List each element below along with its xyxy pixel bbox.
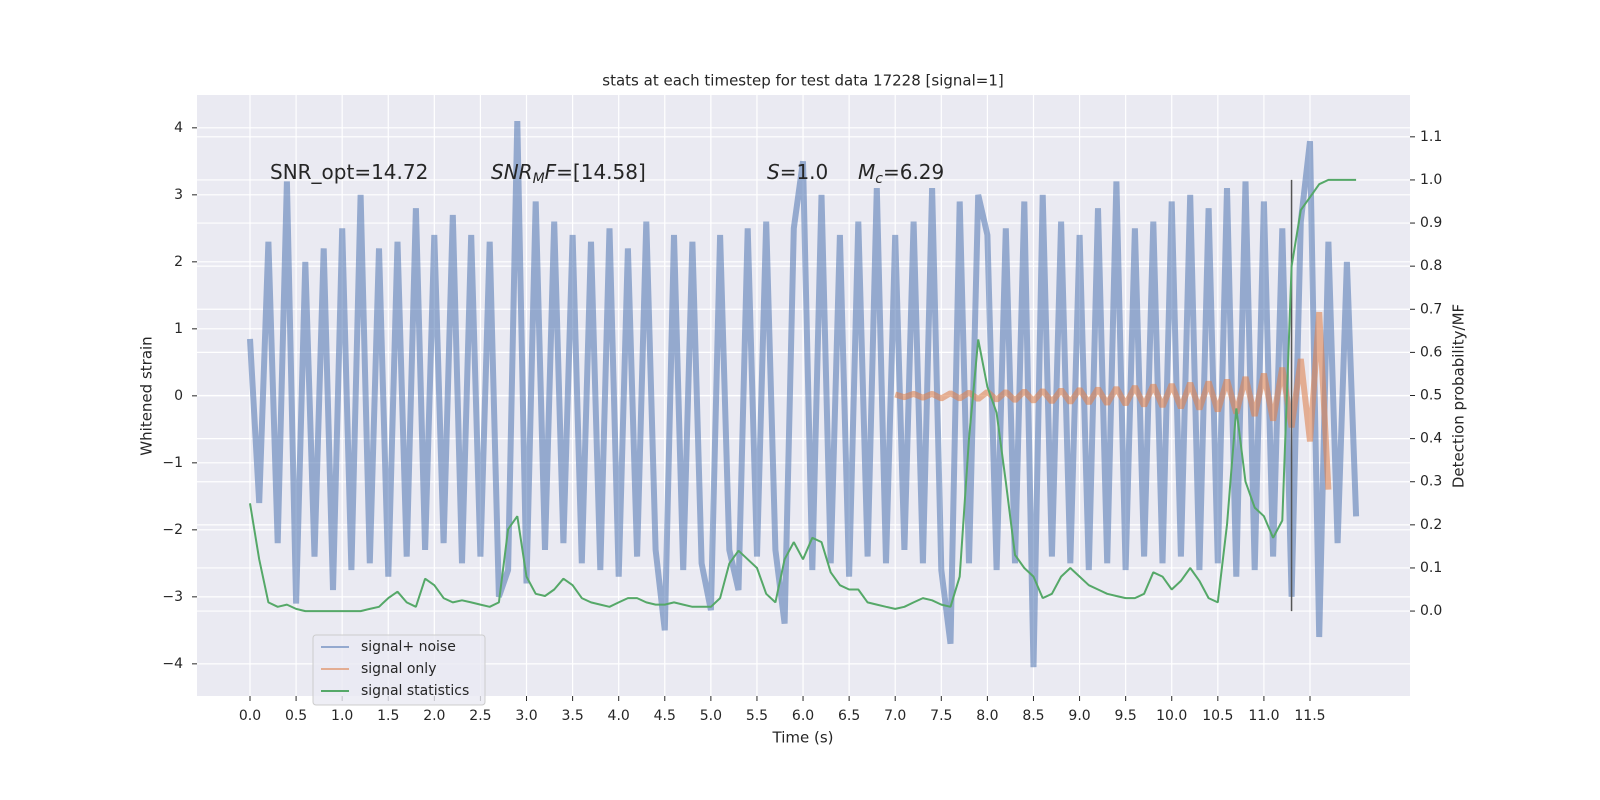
x-tick-label: 10.0: [1156, 708, 1187, 724]
y2-tick-label: 1.0: [1420, 172, 1442, 188]
y2-tick-label: 1.1: [1420, 129, 1442, 145]
series-line: [247, 121, 1360, 668]
legend-box: [312, 634, 486, 706]
series-line: [249, 178, 1357, 613]
y2-tick-label: 0.2: [1420, 517, 1442, 533]
y2-axis-label: Detection probability/MF: [1450, 304, 1468, 488]
y2-tick-label: 0.4: [1420, 431, 1442, 447]
annotation-part: M: [858, 160, 875, 184]
y2-tick-label: 0.0: [1420, 603, 1442, 619]
legend-label: signal statistics: [361, 683, 469, 699]
y-tick-label: −2: [162, 522, 183, 538]
annotations: SNR_opt=14.72 SNRMF=[14.58] S=1.0 Mc=6.29: [270, 160, 944, 188]
x-tick-label: 4.0: [608, 708, 630, 724]
annotation-part: SNR: [491, 160, 533, 184]
x-tick-label: 9.0: [1068, 708, 1090, 724]
x-tick-label: 11.0: [1248, 708, 1279, 724]
y2-tick-label: 0.3: [1420, 474, 1442, 490]
y-axis-label: Whitened strain: [138, 336, 156, 455]
x-tick-label: 8.5: [1022, 708, 1044, 724]
x-tick-label: 9.5: [1115, 708, 1137, 724]
x-tick-label: 5.5: [746, 708, 768, 724]
x-tick-label: 1.5: [377, 708, 399, 724]
x-tick-label: 3.0: [515, 708, 537, 724]
y2-tick-label: 0.6: [1420, 344, 1442, 360]
y2-tick-label: 0.5: [1420, 388, 1442, 404]
y2-tick-label: 0.9: [1420, 215, 1442, 231]
x-tick-label: 2.0: [423, 708, 445, 724]
legend-label: signal only: [361, 661, 436, 677]
x-tick-label: 0.5: [285, 708, 307, 724]
annotation-part: =6.29: [883, 160, 944, 184]
y-tick-label: −3: [162, 589, 183, 605]
y-tick-label: 4: [174, 120, 183, 136]
annotation-part: =[14.58]: [556, 160, 646, 184]
x-tick-label: 2.5: [469, 708, 491, 724]
annotation-part: =1.0: [780, 160, 829, 184]
y2-tick-label: 0.7: [1420, 301, 1442, 317]
x-tick-label: 6.5: [838, 708, 860, 724]
marks: [247, 121, 1360, 668]
x-tick-label: 6.0: [792, 708, 814, 724]
x-tick-label: 4.5: [654, 708, 676, 724]
y-tick-label: −1: [162, 455, 183, 471]
y-tick-label: 0: [174, 388, 183, 404]
x-tick-label: 1.0: [331, 708, 353, 724]
annotation-part: M: [533, 171, 545, 187]
y2-tick-label: 0.8: [1420, 258, 1442, 274]
legend-label: signal+ noise: [361, 639, 456, 655]
legend: signal+ noise signal only signal statistic…: [312, 634, 486, 706]
annotation-part: S: [767, 160, 780, 184]
annotation: SNR_opt=14.72: [270, 160, 428, 184]
annotation-part: F: [545, 160, 557, 184]
series-line: [894, 311, 1332, 490]
x-tick-label: 11.5: [1294, 708, 1325, 724]
y-tick-label: 3: [174, 187, 183, 203]
y-tick-label: 1: [174, 321, 183, 337]
annotation: Mc=6.29: [858, 160, 944, 188]
chart-title: stats at each timestep for test data 172…: [602, 72, 1003, 90]
annotation-part: SNR_opt=14.72: [270, 160, 428, 184]
x-tick-label: 8.0: [976, 708, 998, 724]
annotation: S=1.0: [767, 160, 828, 184]
annotation: SNRMF=[14.58]: [491, 160, 646, 188]
x-tick-label: 3.5: [561, 708, 583, 724]
y-tick-label: −4: [162, 656, 183, 672]
x-tick-label: 5.0: [700, 708, 722, 724]
x-tick-label: 7.5: [930, 708, 952, 724]
y2-tick-label: 0.1: [1420, 560, 1442, 576]
x-axis-label: Time (s): [772, 729, 834, 747]
x-tick-label: 7.0: [884, 708, 906, 724]
x-tick-label: 10.5: [1202, 708, 1233, 724]
x-tick-label: 0.0: [239, 708, 261, 724]
y-tick-label: 2: [174, 254, 183, 270]
annotation-part: c: [875, 171, 883, 187]
